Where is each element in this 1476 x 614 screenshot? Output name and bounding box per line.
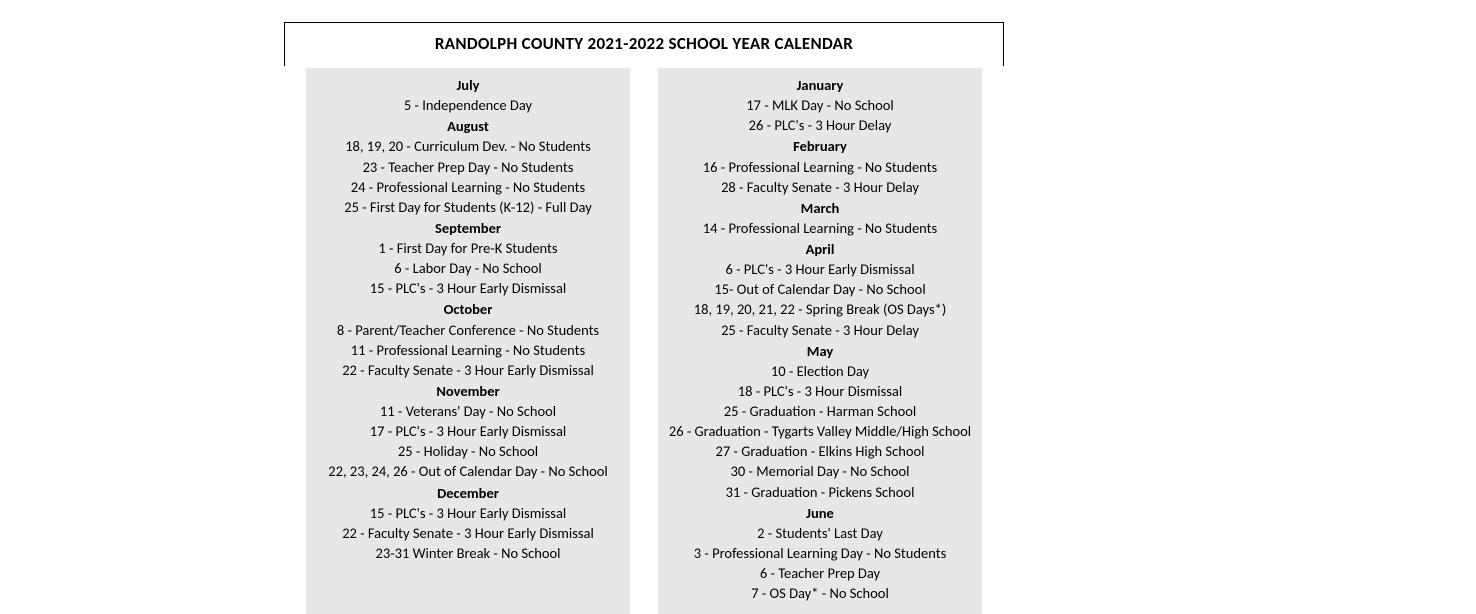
calendar-event: 15- Out of Calendar Day - No School bbox=[662, 280, 978, 299]
calendar-event: 17 - MLK Day - No School bbox=[662, 96, 978, 115]
calendar-event: 18, 19, 20, 21, 22 - Spring Break (OS Da… bbox=[662, 300, 978, 319]
month-header: February bbox=[662, 137, 978, 156]
page-title: RANDOLPH COUNTY 2021-2022 SCHOOL YEAR CA… bbox=[285, 33, 1003, 54]
month-header: August bbox=[310, 117, 626, 136]
calendar-event: 25 - First Day for Students (K-12) - Ful… bbox=[310, 198, 626, 217]
calendar-event: 18 - PLC's - 3 Hour Dismissal bbox=[662, 382, 978, 401]
month-header: September bbox=[310, 219, 626, 238]
calendar-event: 28 - Faculty Senate - 3 Hour Delay bbox=[662, 178, 978, 197]
calendar-event: 2 - Students' Last Day bbox=[662, 524, 978, 543]
month-header: June bbox=[662, 504, 978, 523]
calendar-event: 24 - Professional Learning - No Students bbox=[310, 178, 626, 197]
month-header: December bbox=[310, 484, 626, 503]
calendar-event: 22 - Faculty Senate - 3 Hour Early Dismi… bbox=[310, 361, 626, 380]
calendar-event: 27 - Graduation - Elkins High School bbox=[662, 442, 978, 461]
calendar-column-left: July5 - Independence Day August18, 19, 20… bbox=[306, 68, 630, 614]
calendar-event: 22, 23, 24, 26 - Out of Calendar Day - N… bbox=[310, 462, 626, 481]
calendar-event: 11 - Veterans' Day - No School bbox=[310, 402, 626, 421]
month-header: January bbox=[662, 76, 978, 95]
month-header: November bbox=[310, 382, 626, 401]
calendar-event: 3 - Professional Learning Day - No Stude… bbox=[662, 544, 978, 563]
calendar-event: 22 - Faculty Senate - 3 Hour Early Dismi… bbox=[310, 524, 626, 543]
calendar-event: 5 - Independence Day bbox=[310, 96, 626, 115]
calendar-columns: July5 - Independence DayAugust18, 19, 20… bbox=[306, 68, 982, 614]
calendar-event: 15 - PLC's - 3 Hour Early Dismissal bbox=[310, 504, 626, 523]
month-header: October bbox=[310, 300, 626, 319]
calendar-event: 25 - Holiday - No School bbox=[310, 442, 626, 461]
month-header: July bbox=[310, 76, 626, 95]
calendar-event: 14 - Professional Learning - No Students bbox=[662, 219, 978, 238]
calendar-event: 26 - PLC's - 3 Hour Delay bbox=[662, 116, 978, 135]
calendar-event: 23-31 Winter Break - No School bbox=[310, 544, 626, 563]
calendar-column-right: January17 - MLK Day - No School26 - PLC'… bbox=[658, 68, 982, 614]
calendar-event: 10 - Election Day bbox=[662, 362, 978, 381]
calendar-event: 6 - Labor Day - No School bbox=[310, 259, 626, 278]
calendar-event: 31 - Graduation - Pickens School bbox=[662, 483, 978, 502]
calendar-event: 7 - OS Day* - No School bbox=[662, 584, 978, 603]
calendar-event: 6 - PLC's - 3 Hour Early Dismissal bbox=[662, 260, 978, 279]
calendar-event: 15 - PLC's - 3 Hour Early Dismissal bbox=[310, 279, 626, 298]
title-container: RANDOLPH COUNTY 2021-2022 SCHOOL YEAR CA… bbox=[284, 22, 1004, 66]
calendar-event: 11 - Professional Learning - No Students bbox=[310, 341, 626, 360]
calendar-event: 16 - Professional Learning - No Students bbox=[662, 158, 978, 177]
month-header: April bbox=[662, 240, 978, 259]
calendar-event: 17 - PLC's - 3 Hour Early Dismissal bbox=[310, 422, 626, 441]
calendar-event: 25 - Graduation - Harman School bbox=[662, 402, 978, 421]
calendar-event: 30 - Memorial Day - No School bbox=[662, 462, 978, 481]
month-header: March bbox=[662, 199, 978, 218]
calendar-event: 6 - Teacher Prep Day bbox=[662, 564, 978, 583]
calendar-event: 8 - Parent/Teacher Conference - No Stude… bbox=[310, 321, 626, 340]
calendar-event: 1 - First Day for Pre-K Students bbox=[310, 239, 626, 258]
month-header: May bbox=[662, 342, 978, 361]
calendar-event: 26 - Graduation - Tygarts Valley Middle/… bbox=[662, 422, 978, 441]
calendar-event: 18, 19, 20 - Curriculum Dev. - No Studen… bbox=[310, 137, 626, 156]
calendar-event: 23 - Teacher Prep Day - No Students bbox=[310, 158, 626, 177]
calendar-event: 25 - Faculty Senate - 3 Hour Delay bbox=[662, 321, 978, 340]
